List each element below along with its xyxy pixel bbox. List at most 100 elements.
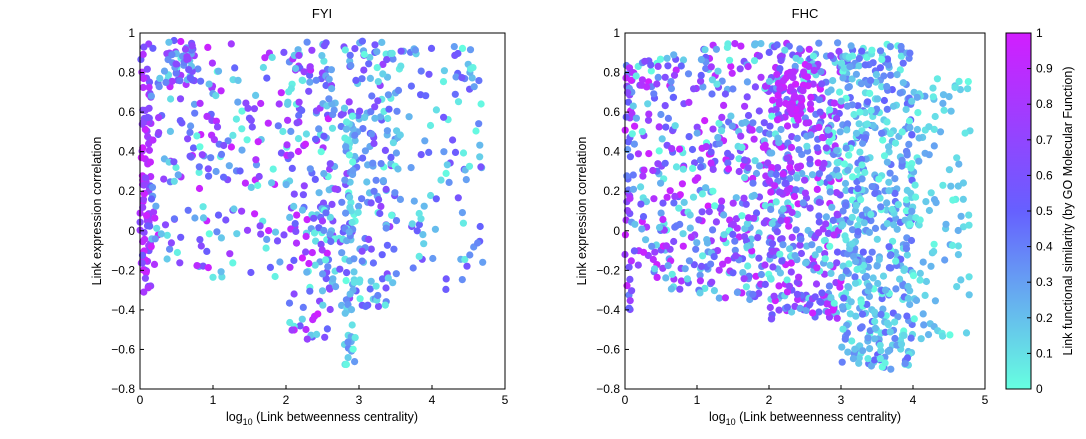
scatter-point [883,118,891,126]
scatter-point [658,135,666,143]
scatter-point [729,199,737,207]
scatter-point [904,294,912,303]
scatter-point [792,54,800,62]
scatter-point [721,294,730,302]
scatter-point [858,310,867,318]
scatter-point [811,251,819,259]
scatter-point [693,129,701,137]
scatter-point [708,76,717,84]
scatter-point [382,224,390,232]
scatter-point [693,123,701,131]
scatter-point [378,251,386,259]
scatter-point [860,219,868,227]
scatter-point [371,114,379,122]
scatter-point [310,229,319,237]
scatter-point [303,38,311,46]
scatter-point [959,195,967,203]
scatter-point [458,74,466,82]
axes-box-fhc [624,32,986,390]
scatter-point [259,63,267,72]
scatter-point [155,114,163,122]
scatter-point [818,289,826,297]
scatter-point [277,89,285,97]
scatter-point [454,49,462,58]
scatter-point [768,112,776,120]
scatter-point [193,132,201,140]
scatter-point [744,214,753,222]
scatter-point [866,89,874,97]
scatter-point [822,220,830,228]
scatter-point [628,287,636,295]
scatter-point [155,83,163,91]
scatter-point [826,261,834,269]
scatter-point [451,90,459,98]
scatter-point [839,325,847,333]
scatter-point [358,247,366,255]
scatter-point [916,216,924,224]
y-tick-label: 0.6 [118,105,135,119]
scatter-point [925,206,934,215]
scatter-point [883,319,891,327]
colorbar: 0 0.1 0.2 0.3 0.4 0.5 0.6 0.7 0.8 0.9 1 Link funct… [1005,26,1075,396]
scatter-point [787,259,795,267]
scatter-point [939,91,948,99]
colorbar-tick-label: 0.8 [1036,97,1053,111]
scatter-point [690,261,698,269]
scatter-point [933,75,942,83]
scatter-point [697,262,706,270]
scatter-point [709,187,717,195]
scatter-point [140,228,148,236]
scatter-point [625,304,633,312]
scatter-point [141,174,149,182]
scatter-point [835,172,843,180]
scatter-point [437,176,445,184]
scatter-point [785,282,794,290]
scatter-point [257,230,265,238]
scatter-point [873,105,881,113]
scatter-point [205,80,213,88]
scatter-point [788,208,796,217]
scatter-point [302,248,310,256]
scatter-point [719,260,727,268]
scatter-point [916,269,924,277]
scatter-point [472,127,480,135]
scatter-point [848,337,856,345]
x-tick-label: 4 [910,393,917,407]
scatter-point [891,318,899,326]
scatter-point [792,186,800,194]
y-tick-label: −0.2 [111,263,135,277]
scatter-point [757,73,765,81]
scatter-point [775,100,783,108]
scatter-point [371,41,379,49]
scatter-point [796,94,804,102]
scatter-point [326,160,334,168]
scatter-point [891,175,899,183]
scatter-point [827,86,835,94]
scatter-point [290,256,298,264]
scatter-point [427,44,436,53]
scatter-point [761,82,770,90]
scatter-point [204,264,212,272]
scatter-point [757,270,766,279]
scatter-point [358,195,366,203]
scatter-point [755,52,764,60]
scatter-point [858,47,866,55]
scatter-point [842,267,851,275]
scatter-point [849,173,857,181]
scatter-point [964,78,972,86]
scatter-point [252,91,260,99]
scatter-point [296,322,304,330]
scatter-point [415,209,423,218]
scatter-point [204,43,212,52]
scatter-point [343,269,351,277]
scatter-point [903,354,912,362]
scatter-point [861,109,869,117]
scatter-point [378,38,386,47]
scatter-point [720,211,728,219]
scatter-point [341,46,349,54]
scatter-point [844,283,852,291]
scatter-point [329,275,337,283]
scatter-point [377,160,385,168]
scatter-point [146,158,154,166]
scatter-point [833,259,841,267]
